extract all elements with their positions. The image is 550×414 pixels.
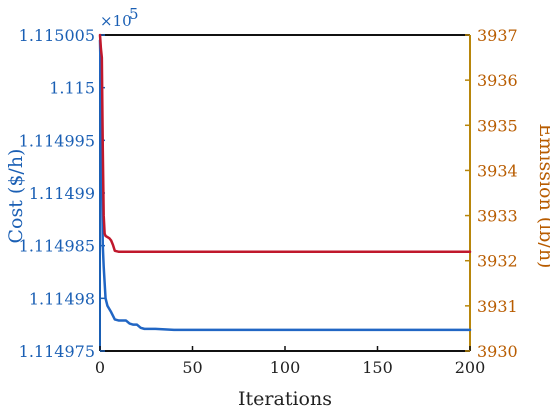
x-axis-label: Iterations xyxy=(238,388,332,410)
left-y-tick-label: 1.11499 xyxy=(29,184,95,203)
left-y-axis-label: Cost ($/h) xyxy=(5,149,27,244)
right-y-tick-label: 3930 xyxy=(477,342,518,361)
x-tick-label: 50 xyxy=(182,358,202,377)
right-y-tick-label: 3936 xyxy=(477,71,518,90)
x-tick-label: 100 xyxy=(270,358,301,377)
right-y-tick-label: 3933 xyxy=(477,207,518,226)
left-y-tick-label: 1.115005 xyxy=(19,26,95,45)
left-axis-exponent: 5 xyxy=(129,5,139,23)
left-y-tick-label: 1.114995 xyxy=(19,131,95,150)
left-y-tick-label: 1.115 xyxy=(49,79,95,98)
emission-series-line xyxy=(98,33,472,253)
right-y-axis-label: Emission (lb/h) xyxy=(535,124,550,269)
plot-area xyxy=(100,35,470,351)
right-y-tick-label: 3935 xyxy=(477,116,518,135)
left-y-tick-label: 1.114975 xyxy=(19,342,95,361)
x-tick-label: 150 xyxy=(362,358,393,377)
left-y-tick-label: 1.114985 xyxy=(19,237,95,256)
x-tick-label: 0 xyxy=(95,358,105,377)
left-axis-multiplier: ×10 xyxy=(100,12,132,30)
right-y-tick-label: 3932 xyxy=(477,252,518,271)
left-y-tick-label: 1.11498 xyxy=(29,289,95,308)
x-tick-label: 200 xyxy=(455,358,486,377)
right-y-tick-label: 3934 xyxy=(477,161,518,180)
cost-series-line xyxy=(98,39,472,332)
right-y-tick-label: 3931 xyxy=(477,297,518,316)
right-y-tick-label: 3937 xyxy=(477,26,518,45)
